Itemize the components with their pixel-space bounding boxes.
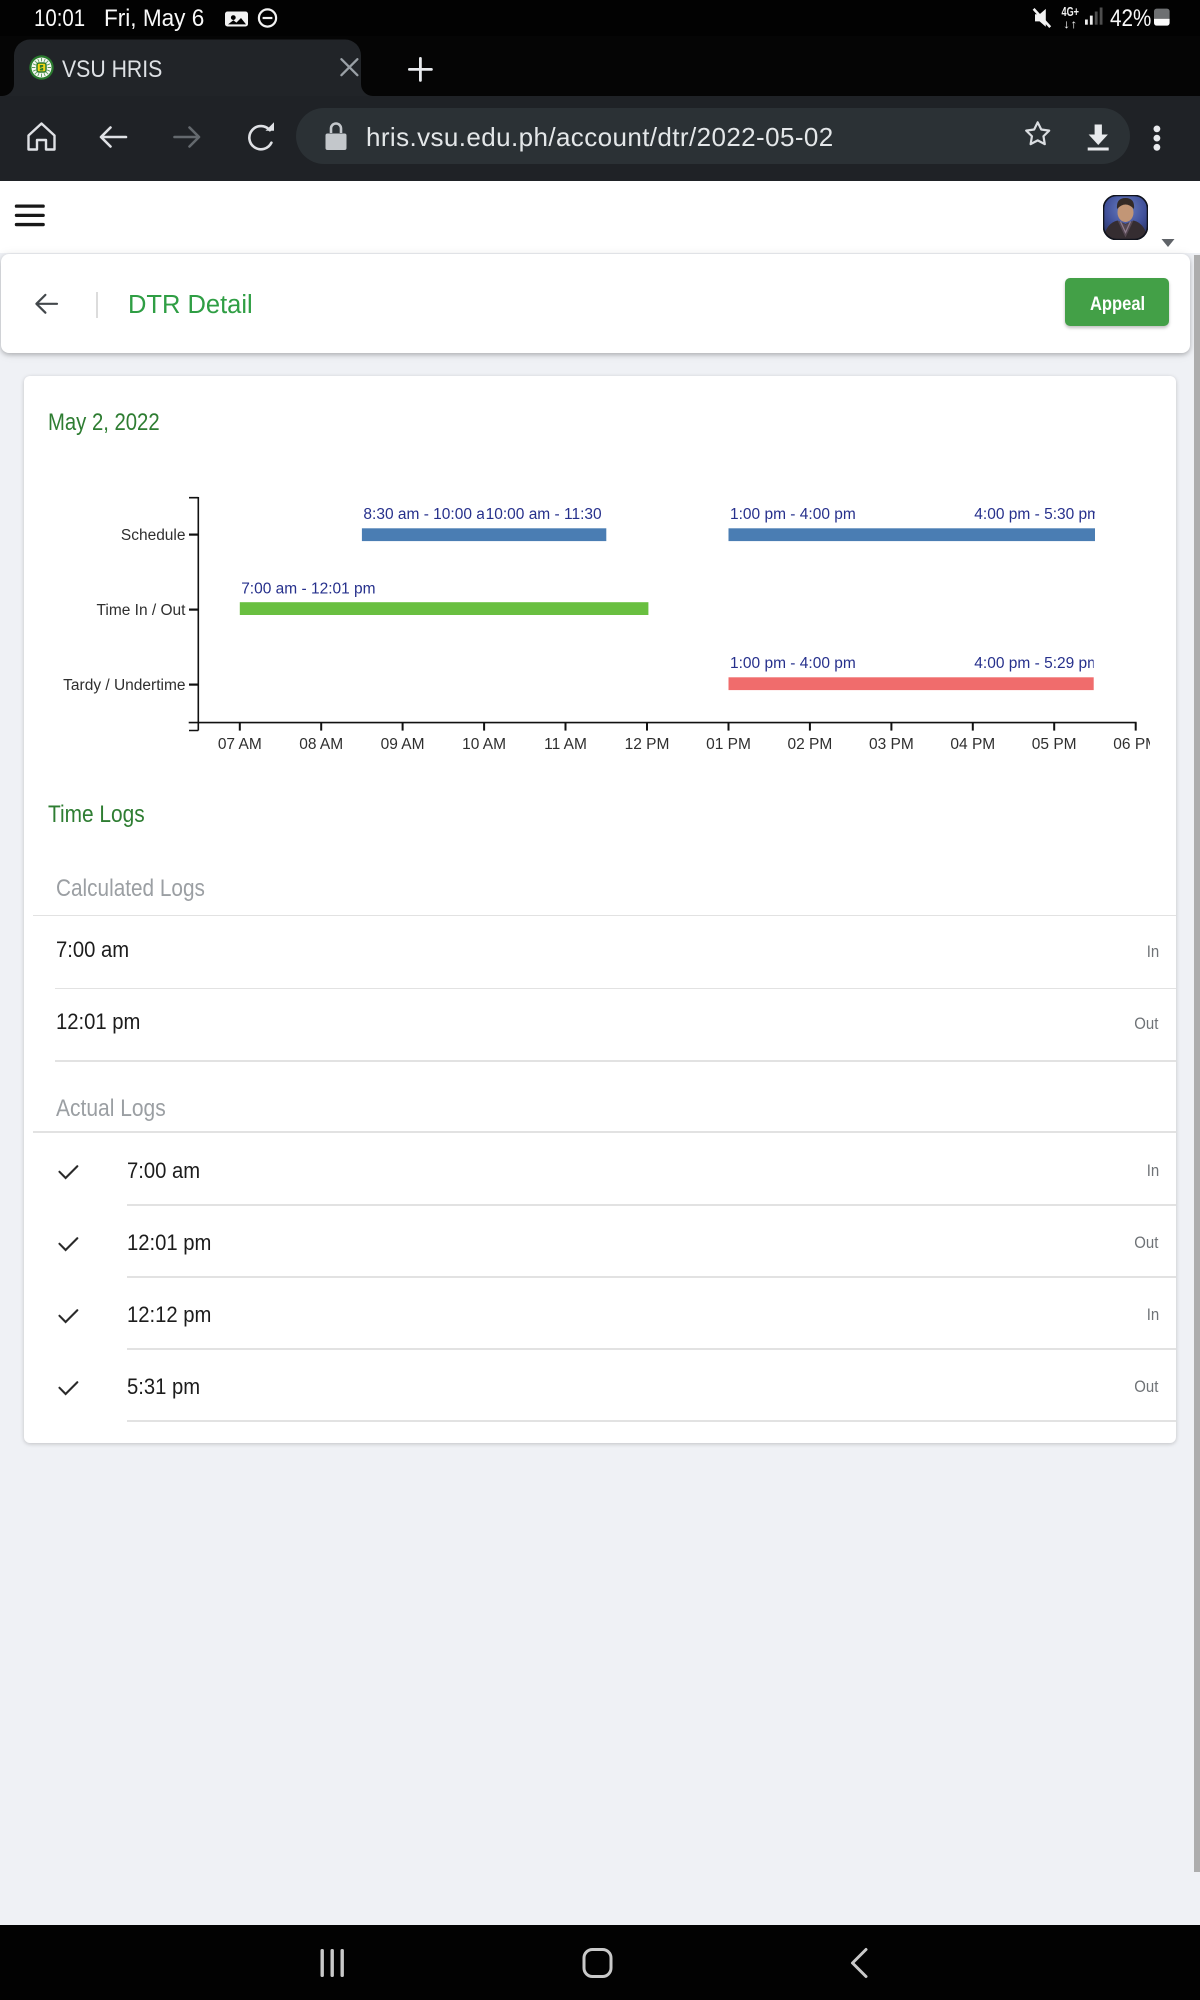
- svg-text:10 AM: 10 AM: [462, 736, 506, 753]
- svg-text:07 AM: 07 AM: [218, 736, 262, 753]
- svg-text:08 AM: 08 AM: [299, 736, 343, 753]
- svg-text:03 PM: 03 PM: [869, 736, 914, 753]
- svg-text:4:00 pm - 5:29 pm: 4:00 pm - 5:29 pm: [974, 655, 1100, 672]
- svg-text:8:30 am - 10:00 am: 8:30 am - 10:00 am: [363, 506, 497, 523]
- svg-text:12 PM: 12 PM: [625, 736, 670, 753]
- svg-text:06 PM: 06 PM: [1113, 736, 1150, 753]
- svg-text:7:00 am - 12:01 pm: 7:00 am - 12:01 pm: [241, 581, 375, 598]
- svg-text:4G+: 4G+: [1062, 4, 1080, 19]
- svg-text:1:00 pm - 4:00 pm: 1:00 pm - 4:00 pm: [730, 506, 856, 523]
- svg-text:05 PM: 05 PM: [1032, 736, 1077, 753]
- svg-text:09 AM: 09 AM: [381, 736, 425, 753]
- svg-text:10:00 am - 11:30 am: 10:00 am - 11:30 am: [486, 506, 628, 523]
- svg-text:04 PM: 04 PM: [950, 736, 995, 753]
- svg-text:↓↑: ↓↑: [1063, 17, 1078, 31]
- svg-text:11 AM: 11 AM: [544, 736, 587, 753]
- svg-text:Time In / Out: Time In / Out: [96, 602, 186, 619]
- svg-text:4:00 pm - 5:30 pm: 4:00 pm - 5:30 pm: [974, 506, 1100, 523]
- svg-text:Schedule: Schedule: [121, 527, 186, 544]
- svg-text:1:00 pm - 4:00 pm: 1:00 pm - 4:00 pm: [730, 655, 856, 672]
- svg-text:Tardy / Undertime: Tardy / Undertime: [63, 677, 185, 694]
- svg-text:01 PM: 01 PM: [706, 736, 751, 753]
- svg-text:02 PM: 02 PM: [787, 736, 832, 753]
